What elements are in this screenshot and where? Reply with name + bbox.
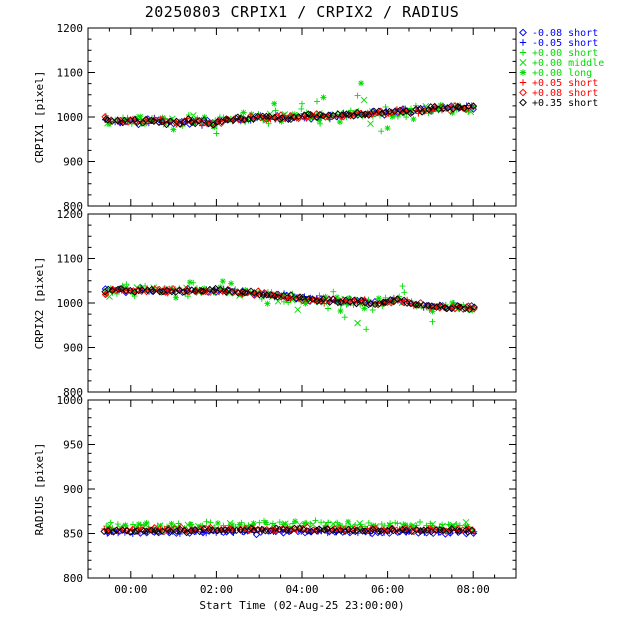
legend-symbol-m005_short [519,39,527,46]
xtick-label: 06:00 [371,583,404,596]
ytick-label-CRPIX1: 1200 [57,22,84,35]
ytick-label-CRPIX2: 900 [63,342,83,355]
chart-title: 20250803 CRPIX1 / CRPIX2 / RADIUS [144,3,460,21]
legend-symbol-p008_short [519,88,527,97]
legend-symbol-p000_middle [519,58,527,67]
outlier-p000_middle-CRPIX1 [360,96,368,104]
ytick-label-CRPIX2: 1100 [57,253,84,266]
legend-label-p000_long: +0.00 long [532,68,592,79]
outlier-p000_short-CRPIX1 [299,100,305,107]
ytick-label-CRPIX1: 1000 [57,111,84,124]
series-p035_short-CRPIX2 [101,284,478,314]
legend-label-m005_short: -0.05 short [532,38,598,49]
ytick-label-RADIUS: 850 [63,528,83,541]
ytick-label-CRPIX1: 900 [63,156,83,169]
ytick-label-CRPIX2: 800 [63,386,83,399]
legend-symbol-p035_short [519,98,527,107]
outlier-p000_long-CRPIX2 [219,278,226,285]
outlier-p000_long-CRPIX1 [384,125,391,132]
xtick-label: 02:00 [200,583,233,596]
outlier-p000_short-CRPIX1 [354,92,361,99]
legend-label-p035_short: +0.35 short [532,98,598,109]
y-axis-title-crpix1: CRPIX1 [pixel] [33,70,46,164]
xtick-label: 04:00 [285,583,318,596]
outlier-p000_long-CRPIX1 [358,80,365,87]
legend-symbol-p005_short [519,79,527,86]
ytick-label-CRPIX2: 1200 [57,208,84,221]
ytick-label-CRPIX1: 800 [63,200,83,213]
outlier-p000_short-CRPIX2 [399,283,406,290]
ticks-RADIUS [88,399,516,579]
legend-label-p008_short: +0.08 short [532,88,598,99]
outlier-p000_short-CRPIX1 [213,130,220,137]
ytick-label-RADIUS: 800 [63,572,83,585]
ticks-CRPIX1 [88,27,516,207]
panel-frame-RADIUS [87,399,517,579]
legend-label-p005_short: +0.05 short [532,78,598,89]
outlier-p000_long-CRPIX1 [320,94,327,101]
legend-symbol-p000_short [519,49,527,56]
ytick-label-RADIUS: 1000 [57,394,84,407]
outlier-p000_long-CRPIX1 [271,100,278,107]
outlier-p000_middle-CRPIX2 [294,306,302,314]
outlier-p000_short-CRPIX2 [429,318,436,325]
ytick-label-RADIUS: 950 [63,439,83,452]
legend-symbol-p000_long [519,69,527,76]
legend-label-m008_short: -0.08 short [532,28,598,39]
legend-label-p000_middle: +0.00 middle [532,58,604,69]
ytick-label-CRPIX2: 1000 [57,297,84,310]
legend-label-p000_short: +0.00 short [532,48,598,59]
series-p035_short-RADIUS [100,524,476,537]
ticks-CRPIX2 [88,213,516,393]
xtick-label: 00:00 [114,583,147,596]
series-m008_short-RADIUS [104,526,478,539]
xtick-label: 08:00 [457,583,490,596]
x-axis-title: Start Time (02-Aug-25 23:00:00) [199,599,405,612]
y-axis-title-crpix2: CRPIX2 [pixel] [33,256,46,350]
legend-symbol-m008_short [519,28,527,37]
outlier-p000_short-CRPIX1 [314,98,320,105]
outlier-p000_short-CRPIX1 [378,128,385,135]
ytick-label-CRPIX1: 1100 [57,67,84,80]
outlier-p000_middle-CRPIX1 [367,120,374,128]
outlier-p000_short-CRPIX2 [341,314,348,321]
y-axis-title-radius: RADIUS [pixel] [33,442,46,536]
outlier-p000_short-CRPIX2 [363,326,370,333]
series-p035_short-CRPIX1 [102,102,478,129]
ytick-label-RADIUS: 900 [63,483,83,496]
outlier-p000_middle-CRPIX2 [354,319,361,327]
outlier-p000_long-CRPIX2 [337,308,344,314]
